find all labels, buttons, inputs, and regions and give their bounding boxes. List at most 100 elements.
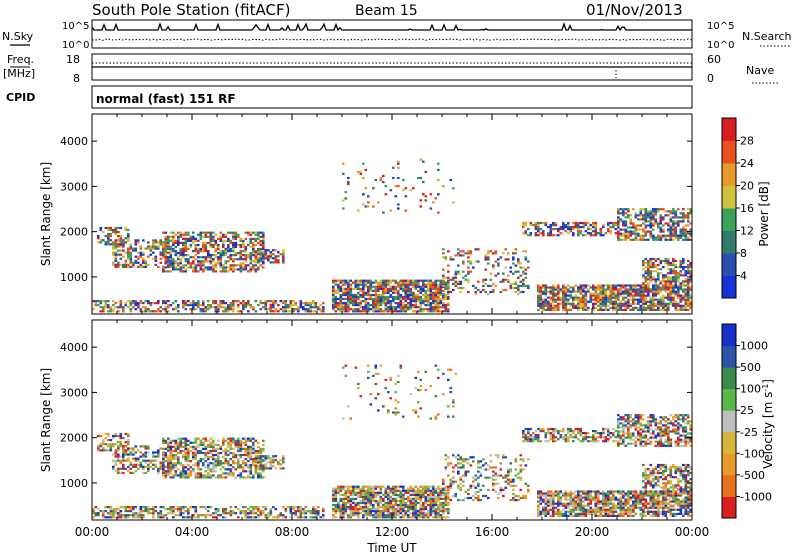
echo-cell	[617, 288, 620, 291]
echo-cell	[234, 264, 238, 267]
echo-cell	[102, 310, 105, 313]
echo-cell	[224, 306, 228, 309]
echo-cell	[637, 300, 640, 303]
echo-cell	[139, 308, 143, 311]
echo-cell	[432, 287, 435, 290]
echo-cell	[444, 284, 448, 287]
echo-cell	[267, 512, 270, 515]
echo-cell	[597, 496, 600, 499]
echo-cell	[219, 302, 223, 305]
echo-cell	[617, 512, 620, 515]
echo-cell	[107, 241, 110, 244]
echo-cell	[689, 496, 693, 499]
echo-cell	[547, 510, 550, 513]
echo-cell	[152, 506, 155, 509]
echo-cell	[254, 243, 258, 247]
echo-cell	[622, 514, 625, 517]
echo-cell	[439, 297, 443, 301]
echo-cell	[377, 514, 380, 517]
echo-cell	[614, 228, 618, 231]
echo-cell	[332, 295, 335, 299]
echo-cell	[137, 257, 140, 260]
echo-cell	[419, 285, 423, 288]
echo-cell	[667, 228, 670, 231]
echo-cell	[409, 516, 413, 519]
echo-cell	[544, 498, 548, 501]
echo-cell	[349, 499, 353, 503]
echo-cell	[157, 241, 160, 244]
echo-cell	[669, 264, 673, 267]
echo-cell	[184, 268, 188, 271]
echo-cell	[389, 503, 393, 507]
echo-cell	[132, 512, 135, 515]
echo-cell	[664, 286, 668, 289]
echo-cell	[189, 262, 193, 265]
echo-cell	[664, 222, 668, 225]
echo-cell	[637, 506, 640, 509]
echo-cell	[654, 222, 658, 225]
echo-cell	[627, 226, 630, 229]
echo-cell	[549, 286, 553, 289]
echo-cell	[222, 250, 225, 253]
echo-cell	[274, 308, 278, 311]
echo-cell	[342, 304, 345, 307]
echo-cell	[629, 218, 633, 221]
echo-cell	[387, 503, 390, 507]
echo-cell	[432, 297, 435, 301]
echo-cell	[429, 499, 433, 503]
echo-cell	[192, 237, 195, 240]
echo-cell	[689, 274, 693, 277]
echo-cell	[579, 304, 583, 307]
echo-cell	[387, 495, 390, 498]
echo-cell	[114, 516, 118, 519]
echo-cell	[422, 491, 425, 494]
echo-cell	[399, 508, 403, 511]
echo-cell	[412, 499, 415, 503]
echo-cell	[134, 243, 138, 246]
echo-cell	[689, 208, 693, 211]
echo-cell	[599, 288, 603, 291]
echo-cell	[217, 237, 220, 240]
echo-cell	[382, 310, 385, 313]
echo-cell	[402, 506, 405, 509]
echo-cell	[164, 250, 168, 253]
echo-cell	[664, 238, 668, 241]
echo-cell	[412, 512, 415, 515]
echo-cell	[414, 514, 418, 517]
echo-cell	[112, 263, 115, 266]
echo-cell	[482, 280, 485, 283]
echo-cell	[534, 221, 538, 225]
echo-cell	[269, 512, 273, 515]
echo-cell	[687, 510, 690, 513]
echo-cell	[259, 257, 263, 260]
echo-cell	[377, 302, 380, 305]
echo-cell	[637, 214, 640, 217]
echo-cell	[272, 506, 275, 509]
echo-cell	[442, 293, 445, 296]
echo-cell	[167, 264, 170, 267]
echo-cell	[437, 287, 440, 290]
echo-cell	[684, 214, 688, 217]
echo-cell	[202, 302, 205, 305]
echo-cell	[354, 501, 358, 505]
echo-cell	[194, 250, 198, 253]
echo-cell	[182, 516, 185, 519]
echo-cell	[404, 491, 408, 494]
echo-cell	[222, 235, 225, 238]
echo-cell	[567, 298, 570, 301]
echo-cell	[132, 471, 135, 474]
echo-cell	[307, 510, 310, 513]
echo-cell	[234, 235, 238, 238]
echo-cell	[129, 310, 133, 313]
echo-cell	[102, 239, 105, 242]
echo-cell	[372, 503, 375, 507]
echo-cell	[164, 306, 168, 309]
echo-cell	[599, 294, 603, 297]
echo-cell	[204, 247, 208, 251]
echo-cell	[402, 508, 405, 511]
echo-cell	[599, 232, 603, 235]
echo-cell	[564, 498, 568, 501]
echo-cell	[164, 253, 168, 256]
echo-cell	[619, 220, 623, 223]
echo-cell	[142, 259, 145, 262]
